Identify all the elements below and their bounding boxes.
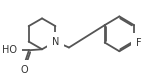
Text: HO: HO bbox=[2, 45, 17, 55]
Text: N: N bbox=[52, 37, 59, 47]
Text: F: F bbox=[136, 38, 142, 48]
Text: O: O bbox=[21, 65, 28, 75]
